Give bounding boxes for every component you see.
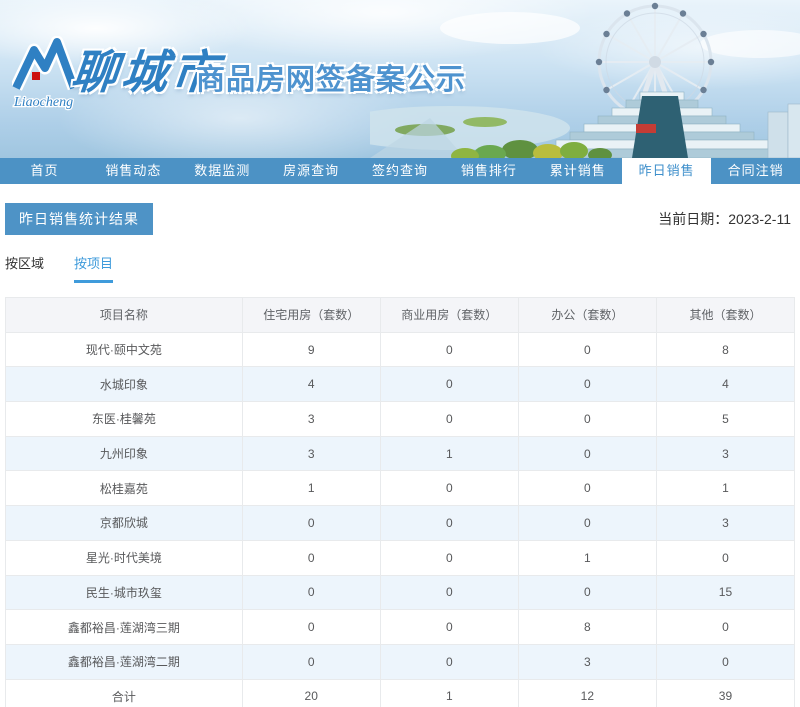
project-name-cell: 民生·城市玖玺: [5, 574, 243, 611]
project-name-cell: 现代·颐中文苑: [5, 331, 243, 368]
nav-item-房源查询[interactable]: 房源查询: [283, 163, 340, 178]
count-cell: 0: [379, 539, 519, 576]
count-cell: 12: [517, 678, 657, 707]
count-cell: 3: [241, 435, 381, 472]
count-cell: 15: [655, 574, 796, 611]
count-cell: 0: [379, 331, 519, 368]
tab-按项目[interactable]: 按项目: [74, 253, 114, 283]
column-header: 其他（套数）: [655, 297, 796, 333]
count-cell: 8: [517, 609, 657, 645]
project-name-cell: 京都欣城: [5, 505, 243, 541]
count-cell: 0: [517, 331, 657, 368]
column-header: 商业用房（套数）: [379, 297, 519, 333]
site-logo: Liaocheng 聊城市 商品房网签备案公示: [12, 34, 482, 134]
section-header: 昨日销售统计结果 当前日期：2023-2-11: [5, 203, 795, 235]
content-area: 昨日销售统计结果 当前日期：2023-2-11 按区域 按项目 项目名称 住宅用房（…: [0, 203, 800, 707]
count-cell: 1: [655, 470, 796, 507]
count-cell: 0: [379, 470, 519, 507]
count-cell: 0: [517, 470, 657, 507]
view-tabs: 按区域 按项目: [5, 253, 795, 283]
main-nav: 首页 销售动态 数据监测 房源查询 签约查询 销售排行 累计销售 昨日销售 合同注销: [0, 158, 800, 184]
project-name-cell: 水城印象: [5, 366, 243, 403]
nav-item-签约查询[interactable]: 签约查询: [372, 163, 429, 178]
count-cell: 3: [241, 401, 381, 437]
count-cell: 1: [517, 539, 657, 576]
count-cell: 3: [517, 643, 657, 680]
nav-item-合同注销[interactable]: 合同注销: [727, 163, 784, 178]
table-row: 星光·时代美境 0 0 1 0: [5, 539, 796, 576]
nav-item-首页[interactable]: 首页: [30, 163, 59, 178]
count-cell: 20: [241, 678, 381, 707]
project-name-cell: 星光·时代美境: [5, 539, 243, 576]
nav-item-数据监测[interactable]: 数据监测: [194, 163, 251, 178]
count-cell: 4: [655, 366, 796, 403]
count-cell: 1: [241, 470, 381, 507]
count-cell: 0: [241, 643, 381, 680]
section-title-badge: 昨日销售统计结果: [5, 203, 153, 235]
table-row: 水城印象 4 0 0 4: [5, 366, 796, 403]
project-name-cell: 鑫都裕昌·莲湖湾三期: [5, 609, 243, 645]
count-cell: 0: [379, 401, 519, 437]
count-cell: 1: [379, 435, 519, 472]
count-cell: 0: [517, 401, 657, 437]
count-cell: 0: [517, 505, 657, 541]
count-cell: 0: [655, 539, 796, 576]
banner: Liaocheng 聊城市 商品房网签备案公示: [0, 0, 800, 158]
table-row: 鑫都裕昌·莲湖湾二期 0 0 3 0: [5, 643, 796, 680]
count-cell: 0: [655, 609, 796, 645]
nav-item-昨日销售[interactable]: 昨日销售: [622, 158, 712, 184]
nav-item-销售排行[interactable]: 销售排行: [460, 163, 517, 178]
count-cell: 3: [655, 435, 796, 472]
count-cell: 0: [379, 609, 519, 645]
count-cell: 0: [241, 609, 381, 645]
count-cell: 0: [241, 574, 381, 611]
column-header: 项目名称: [5, 297, 243, 333]
logo-script-text: Liaocheng: [13, 95, 73, 110]
count-cell: 0: [517, 366, 657, 403]
project-name-cell: 九州印象: [5, 435, 243, 472]
table-row: 合计 20 1 12 39: [5, 678, 796, 707]
count-cell: 0: [379, 643, 519, 680]
ferris-wheel-scene-illustration: [370, 2, 800, 158]
current-date-label: 当前日期：2023-2-11: [658, 211, 791, 227]
tab-按区域[interactable]: 按区域: [5, 256, 45, 271]
count-cell: 0: [241, 505, 381, 541]
count-cell: 0: [379, 366, 519, 403]
table-row: 民生·城市玖玺 0 0 0 15: [5, 574, 796, 611]
count-cell: 0: [517, 435, 657, 472]
project-name-cell: 东医·桂馨苑: [5, 401, 243, 437]
count-cell: 1: [379, 678, 519, 707]
nav-item-累计销售[interactable]: 累计销售: [549, 163, 606, 178]
site-title-text: 商品房网签备案公示: [196, 64, 467, 96]
column-header: 住宅用房（套数）: [241, 297, 381, 333]
table-row: 东医·桂馨苑 3 0 0 5: [5, 401, 796, 437]
table-row: 鑫都裕昌·莲湖湾三期 0 0 8 0: [5, 609, 796, 645]
table-row: 九州印象 3 1 0 3: [5, 435, 796, 472]
liaocheng-m-logo-icon: Liaocheng: [12, 36, 76, 111]
count-cell: 39: [655, 678, 796, 707]
table-row: 京都欣城 0 0 0 3: [5, 505, 796, 541]
count-cell: 4: [241, 366, 381, 403]
count-cell: 0: [379, 505, 519, 541]
count-cell: 5: [655, 401, 796, 437]
table-header-row: 项目名称 住宅用房（套数） 商业用房（套数） 办公（套数） 其他（套数）: [5, 297, 796, 333]
project-name-cell: 松桂嘉苑: [5, 470, 243, 507]
project-name-cell: 鑫都裕昌·莲湖湾二期: [5, 643, 243, 680]
count-cell: 0: [379, 574, 519, 611]
column-header: 办公（套数）: [517, 297, 657, 333]
count-cell: 0: [517, 574, 657, 611]
table-row: 松桂嘉苑 1 0 0 1: [5, 470, 796, 507]
count-cell: 0: [241, 539, 381, 576]
count-cell: 9: [241, 331, 381, 368]
sales-table: 项目名称 住宅用房（套数） 商业用房（套数） 办公（套数） 其他（套数） 现代·颐中文苑…: [5, 297, 796, 707]
project-name-cell: 合计: [5, 678, 243, 707]
count-cell: 3: [655, 505, 796, 541]
nav-item-销售动态[interactable]: 销售动态: [105, 163, 162, 178]
count-cell: 8: [655, 331, 796, 368]
table-row: 现代·颐中文苑 9 0 0 8: [5, 331, 796, 368]
count-cell: 0: [655, 643, 796, 680]
